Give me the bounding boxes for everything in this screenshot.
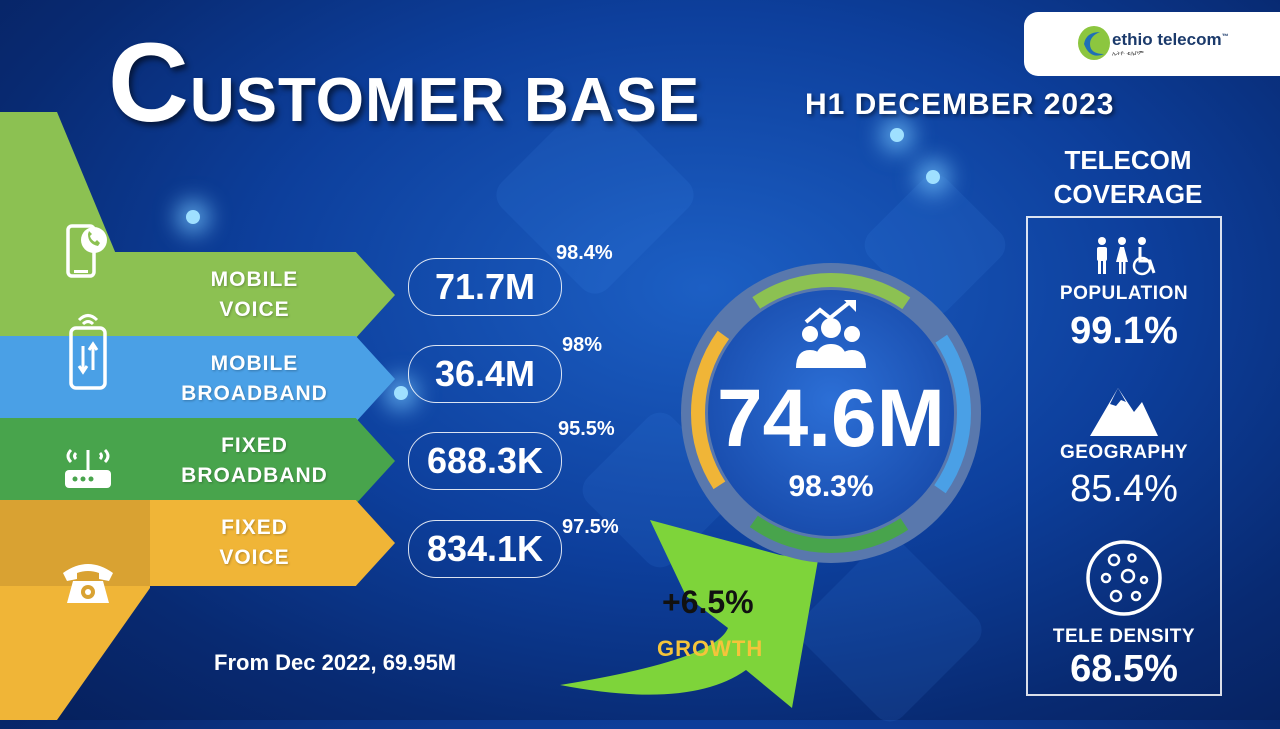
mobile-data-icon — [58, 314, 118, 390]
label-fixed-voice: FIXED VOICE — [150, 500, 395, 586]
coverage-geography-value: 85.4% — [1070, 468, 1178, 510]
label-fixed-broadband: FIXED BROADBAND — [150, 418, 395, 504]
light-glow — [926, 170, 940, 184]
telephone-icon — [58, 550, 118, 616]
smartphone-call-icon — [58, 218, 118, 284]
logo-name: ethio telecom — [1112, 30, 1222, 49]
label-line: VOICE — [219, 546, 290, 569]
coverage-teledensity-label: TELE DENSITY — [1052, 626, 1196, 647]
mobile-broadband-value: 36.4M — [408, 345, 562, 403]
ethio-telecom-logo: ethio telecom™ ኢትዮ ቴሌኮም — [1024, 12, 1280, 76]
label-line: FIXED — [221, 434, 288, 457]
title-initial: C — [108, 20, 190, 145]
light-glow — [394, 386, 408, 400]
title-rest: USTOMER BASE — [189, 66, 701, 135]
light-glow — [186, 210, 200, 224]
coverage-teledensity-value: 68.5% — [1070, 648, 1178, 690]
light-glow — [890, 128, 904, 142]
label-line: MOBILE — [210, 268, 299, 291]
coverage-population-value: 99.1% — [1070, 310, 1178, 352]
router-icon — [58, 432, 118, 498]
fixed-voice-value: 834.1K — [408, 520, 562, 578]
page-subtitle: H1 DECEMBER 2023 — [805, 88, 1115, 121]
mobile-voice-value: 71.7M — [408, 258, 562, 316]
label-line: BROADBAND — [181, 464, 328, 487]
coverage-title-line: COVERAGE — [1053, 179, 1203, 209]
total-customers-ring: 74.6M — [676, 258, 986, 568]
label-line: MOBILE — [210, 352, 299, 375]
mobile-broadband-pct: 98% — [562, 334, 603, 356]
growth-arrow — [560, 520, 818, 708]
coverage-population-label: POPULATION — [1059, 283, 1189, 304]
people-icon — [1097, 237, 1156, 276]
customers-growth-icon — [796, 300, 866, 368]
logo-tagline: ኢትዮ ቴሌኮም — [1112, 51, 1144, 57]
fixed-voice-pct: 97.5% — [562, 516, 619, 538]
previous-base-note: From Dec 2022, 69.95M — [214, 650, 457, 675]
label-line: BROADBAND — [181, 382, 328, 405]
fixed-broadband-value: 688.3K — [408, 432, 562, 490]
coverage-title-line: TELECOM — [1064, 145, 1192, 175]
total-customers-pct: 98.3% — [788, 470, 874, 503]
fixed-broadband-pct: 95.5% — [558, 418, 615, 440]
mobile-voice-pct: 98.4% — [556, 242, 613, 264]
coverage-panel — [1026, 216, 1222, 696]
label-line: FIXED — [221, 516, 288, 539]
logo-tm: ™ — [1221, 33, 1229, 41]
label-mobile-broadband: MOBILE BROADBAND — [150, 336, 395, 422]
total-customers-value: 74.6M — [717, 373, 945, 464]
logo-mark-icon — [1078, 26, 1110, 60]
logo-text: ethio telecom™ ኢትዮ ቴሌኮም — [1112, 30, 1229, 58]
page-title: CUSTOMER BASE — [108, 18, 700, 147]
growth-value: +6.5% — [662, 584, 754, 620]
coverage-title: TELECOM COVERAGE — [1030, 143, 1226, 211]
growth-label: GROWTH — [657, 636, 764, 661]
label-mobile-voice: MOBILE VOICE — [150, 252, 395, 338]
mountain-icon — [1090, 388, 1158, 436]
density-circle-icon — [1086, 540, 1162, 616]
label-line: VOICE — [219, 298, 290, 321]
coverage-geography-label: GEOGRAPHY — [1059, 442, 1189, 463]
band-mobile-voice-overlay — [0, 252, 150, 336]
